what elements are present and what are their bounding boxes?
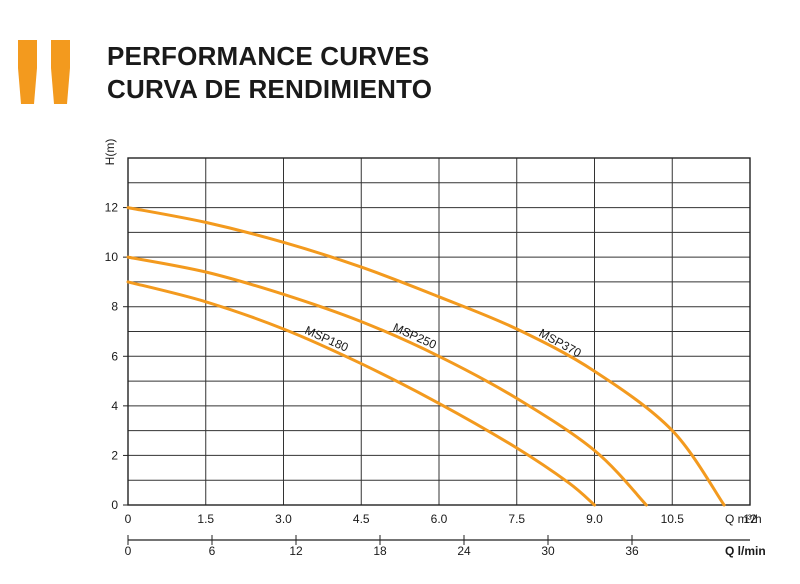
x-tick-label: 10.5 — [661, 512, 685, 526]
secondary-x-tick-label: 0 — [125, 544, 132, 558]
secondary-x-tick-label: 24 — [457, 544, 471, 558]
series-line-msp180 — [126, 280, 596, 507]
plot-frame — [127, 157, 751, 506]
x-tick-label: 9.0 — [586, 512, 603, 526]
series-line-msp370 — [126, 206, 726, 507]
secondary-x-tick-label: 30 — [541, 544, 555, 558]
x-tick-label: 6.0 — [431, 512, 448, 526]
y-axis-label: H(m) — [103, 139, 117, 166]
x-axis-label: Q m³/h — [725, 512, 762, 526]
secondary-x-axis-label: Q l/min — [725, 544, 766, 558]
x-tick-label: 0 — [125, 512, 132, 526]
x-tick-label: 3.0 — [275, 512, 292, 526]
x-tick-label: 12 — [743, 512, 757, 526]
x-tick-label: 4.5 — [353, 512, 370, 526]
series-line-msp250 — [126, 255, 648, 507]
y-tick-label: 6 — [111, 349, 118, 363]
series-label-msp250: MSP250 — [391, 320, 439, 352]
quote-right-mark — [51, 40, 70, 104]
x-tick-label: 1.5 — [197, 512, 214, 526]
double-quote-icon — [18, 40, 74, 109]
secondary-x-tick-label: 12 — [289, 544, 303, 558]
quote-left-mark — [18, 40, 37, 104]
y-tick-label: 12 — [105, 201, 119, 215]
y-tick-label: 10 — [105, 250, 119, 264]
secondary-x-tick-label: 6 — [209, 544, 216, 558]
page-title: PERFORMANCE CURVES CURVA DE RENDIMIENTO — [107, 40, 432, 106]
y-tick-label: 8 — [111, 300, 118, 314]
secondary-x-tick-label: 18 — [373, 544, 387, 558]
secondary-x-tick-label: 36 — [625, 544, 639, 558]
title-line-english: PERFORMANCE CURVES — [107, 41, 430, 71]
y-tick-label: 4 — [111, 399, 118, 413]
title-line-spanish: CURVA DE RENDIMIENTO — [107, 74, 433, 104]
series-label-msp180: MSP180 — [303, 323, 351, 355]
x-tick-label: 7.5 — [508, 512, 525, 526]
y-tick-label: 0 — [111, 498, 118, 512]
y-tick-label: 2 — [111, 448, 118, 462]
